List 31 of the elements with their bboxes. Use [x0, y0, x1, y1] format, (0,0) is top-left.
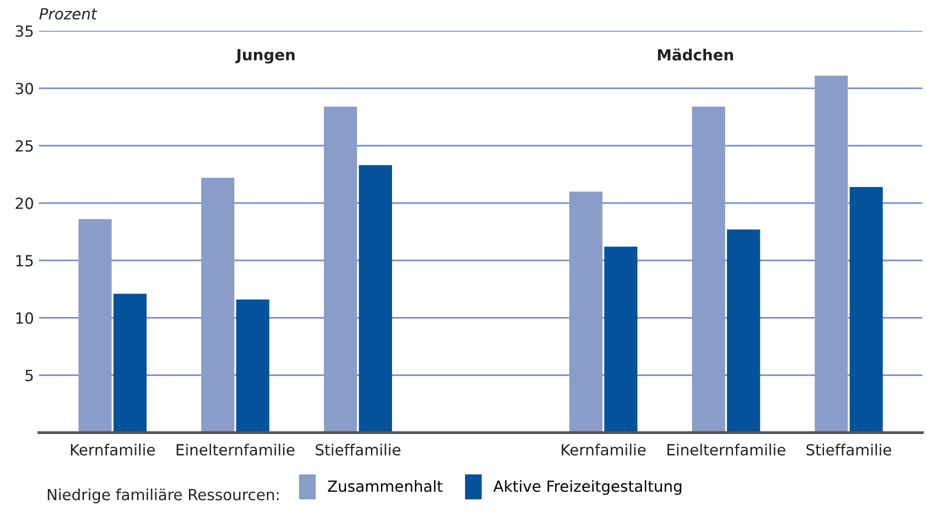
y-tick-label: 10: [16, 312, 34, 324]
bar: [201, 178, 234, 433]
x-tick-label: Kernfamilie: [562, 444, 646, 456]
y-axis-title: Prozent: [39, 8, 98, 20]
y-tick-label: 20: [16, 198, 34, 210]
bar: [692, 106, 726, 433]
legend-label: Aktive Freizeitgestaltung: [493, 480, 682, 495]
x-tick-label: Einelternfamilie: [668, 444, 786, 456]
annotation: Mädchen: [658, 48, 733, 61]
bar: [604, 246, 638, 433]
y-tick-label: 35: [16, 25, 33, 37]
bar: [236, 299, 270, 433]
x-tick-label: Kernfamilie: [71, 444, 155, 456]
bar: [814, 76, 848, 433]
y-tick-label: 5: [26, 370, 33, 382]
y-tick-label: 30: [16, 82, 34, 94]
bar: [569, 192, 602, 433]
x-tick-label: Einelternfamilie: [176, 444, 294, 456]
y-tick-label: 15: [16, 255, 33, 266]
bar: [113, 294, 147, 433]
bar: [78, 219, 112, 433]
bar: [324, 106, 358, 433]
bar: [358, 165, 392, 433]
legend-title: Niedrige familiäre Ressourcen:: [48, 488, 279, 504]
x-tick-label: Stieffamilie: [316, 444, 400, 456]
bar: [726, 229, 760, 433]
y-tick-label: 25: [16, 140, 33, 152]
x-tick-label: Stieffamilie: [806, 444, 892, 456]
bar: [850, 186, 883, 433]
annotation: Jungen: [235, 49, 295, 64]
legend-label: Zusammenhalt: [328, 480, 442, 492]
